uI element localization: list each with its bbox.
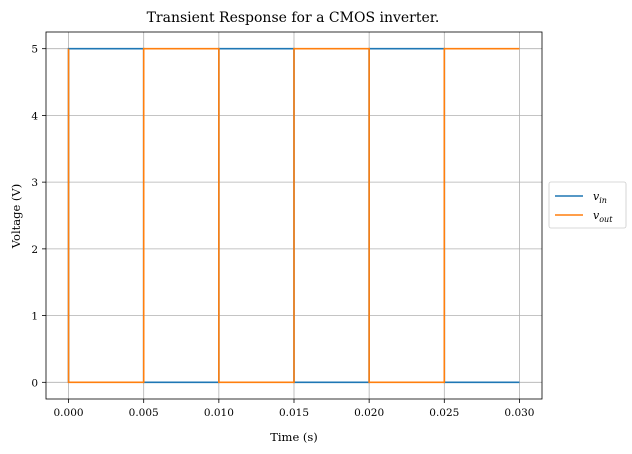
y-tick-label: 3 <box>31 177 38 189</box>
chart-title: Transient Response for a CMOS inverter. <box>147 10 440 26</box>
y-tick-label: 5 <box>31 44 38 56</box>
series-lines <box>67 47 520 384</box>
y-axis-ticks: 0 1 2 3 4 5 <box>31 44 46 389</box>
x-tick-label: 0.015 <box>279 407 309 419</box>
x-tick-label: 0.020 <box>354 407 384 419</box>
x-tick-label: 0.005 <box>129 407 159 419</box>
x-tick-label: 0.000 <box>54 407 84 419</box>
x-tick-label: 0.025 <box>429 407 459 419</box>
y-tick-label: 2 <box>31 244 38 256</box>
x-axis-label: Time (s) <box>270 430 318 444</box>
y-tick-label: 1 <box>31 311 38 323</box>
x-tick-label: 0.010 <box>204 407 234 419</box>
legend-box <box>548 181 627 229</box>
x-axis-ticks: 0.000 0.005 0.010 0.015 0.020 0.025 0.030 <box>54 399 534 419</box>
y-tick-label: 0 <box>31 377 38 389</box>
y-tick-label: 4 <box>31 110 38 122</box>
x-tick-label: 0.030 <box>504 407 534 419</box>
legend-label-out: vout <box>593 209 613 224</box>
series-line-out <box>67 47 520 384</box>
y-axis-label: Voltage (V) <box>9 184 23 249</box>
legend: vin vout <box>548 181 627 229</box>
legend-label-in: vin <box>593 190 607 205</box>
